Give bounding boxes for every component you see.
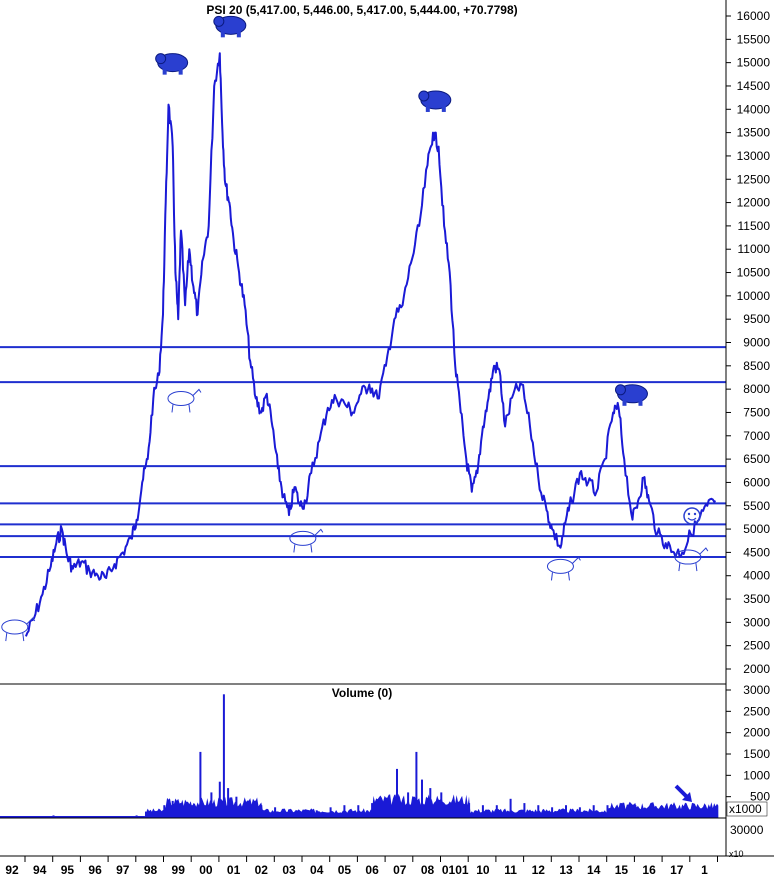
price-y-tick-label: 16000 — [737, 9, 771, 23]
x-tick-label: 0101 — [442, 863, 469, 877]
price-y-tick-label: 14500 — [737, 79, 771, 93]
price-y-tick-label: 7000 — [743, 429, 770, 443]
price-y-tick-label: 11500 — [738, 219, 771, 233]
x-tick-label: 07 — [393, 863, 407, 877]
x-tick-label: 95 — [61, 863, 75, 877]
volume-bar — [592, 805, 595, 818]
volume-area — [144, 793, 719, 818]
down-right-arrow-icon — [674, 784, 692, 802]
price-y-tick-label: 3000 — [743, 615, 770, 629]
bull-icon — [546, 556, 581, 581]
volume-bar — [227, 788, 230, 818]
volume-y-tick-label: 1000 — [743, 768, 770, 782]
price-y-tick-label: 6500 — [743, 452, 770, 466]
smiley-icon — [683, 507, 701, 525]
volume-y-tick-label: 500 — [750, 790, 770, 804]
price-y-tick-label: 13000 — [737, 149, 771, 163]
x-tick-label: 00 — [199, 863, 213, 877]
volume-bar — [396, 768, 398, 818]
price-series — [24, 52, 716, 637]
x-tick-label: 96 — [88, 863, 102, 877]
price-line — [24, 52, 716, 637]
price-y-tick-label: 9500 — [743, 312, 770, 326]
price-y-tick-label: 11000 — [738, 242, 771, 256]
price-y-tick-label: 9000 — [743, 336, 770, 350]
market-cycle-markers — [1, 15, 709, 642]
price-chart-title: PSI 20 (5,417.00, 5,446.00, 5,417.00, 5,… — [206, 3, 517, 17]
bear-icon — [418, 90, 452, 112]
price-y-tick-label: 2500 — [743, 639, 770, 653]
bull-icon — [167, 388, 202, 413]
x-tick-label: 02 — [255, 863, 269, 877]
price-y-tick-label: 8500 — [743, 359, 770, 373]
price-y-tick-label: 10500 — [737, 266, 771, 280]
price-y-tick-label: 5500 — [743, 499, 770, 513]
volume-bar — [415, 751, 418, 818]
bull-icon — [1, 617, 36, 642]
price-y-tick-label: 3500 — [743, 592, 770, 606]
price-y-axis: 16000 15500 15000 14500 14000 13500 13000 12500… — [726, 9, 770, 676]
volume-multiplier-label: x1000 — [729, 802, 762, 816]
x-tick-label: 16 — [642, 863, 656, 877]
x-tick-label: 13 — [559, 863, 573, 877]
volume-bar — [222, 694, 225, 818]
price-y-tick-label: 5000 — [743, 522, 770, 536]
x-tick-label: 98 — [144, 863, 158, 877]
price-y-tick-label: 7500 — [743, 405, 770, 419]
volume-multiplier-box — [726, 801, 768, 817]
x-tick-label: 92 — [5, 863, 19, 877]
volume-bar — [429, 788, 432, 818]
volume-bar — [218, 781, 221, 818]
price-y-tick-label: 10000 — [737, 289, 771, 303]
bull-icon — [289, 528, 324, 553]
support-resistance-lines — [0, 346, 726, 559]
bear-icon — [614, 384, 648, 406]
bull-icon — [674, 547, 709, 572]
x-tick-label: 17 — [670, 863, 684, 877]
volume-bars — [0, 694, 719, 818]
x-axis-ticks: 92 94 95 96 97 98 99 00 01 02 03 04 05 06 07 08 0101 10 11… — [5, 856, 718, 877]
price-y-tick-label: 4500 — [743, 545, 770, 559]
price-y-tick-label: 15000 — [737, 56, 771, 70]
price-y-tick-label: 12000 — [737, 196, 771, 210]
x-tick-label: 12 — [532, 863, 546, 877]
price-y-tick-label: 15500 — [737, 32, 771, 46]
x-tick-label: 94 — [33, 863, 47, 877]
x-tick-label: 05 — [338, 863, 352, 877]
x-tick-label: 06 — [365, 863, 379, 877]
x-tick-label: 03 — [282, 863, 296, 877]
volume-bar — [343, 805, 346, 818]
volume-y-tick-label: 2500 — [743, 704, 770, 718]
price-y-tick-label: 8000 — [743, 382, 770, 396]
price-y-tick-label: 4000 — [743, 569, 770, 583]
price-y-tick-label: 12500 — [737, 172, 771, 186]
volume-lower-tick: 30000 — [730, 823, 764, 837]
volume-y-tick-label: 1500 — [743, 747, 770, 761]
x-tick-label: 1 — [701, 863, 708, 877]
price-y-tick-label: 6000 — [743, 475, 770, 489]
bear-icon — [213, 15, 247, 38]
volume-y-tick-label: 2000 — [743, 726, 770, 740]
bear-icon — [155, 53, 189, 75]
price-y-tick-label: 14000 — [737, 102, 771, 116]
volume-bar — [509, 798, 512, 818]
volume-chart-title: Volume (0) — [332, 686, 392, 700]
x-tick-label: 14 — [587, 863, 601, 877]
price-y-tick-label: 13500 — [737, 126, 771, 140]
volume-y-tick-label: 3000 — [743, 683, 770, 697]
x-tick-label: 08 — [421, 863, 435, 877]
volume-y-axis: 3000 2500 2000 1500 1000 500 — [726, 683, 770, 804]
x-tick-label: 97 — [116, 863, 130, 877]
x-tick-label: 01 — [227, 863, 241, 877]
price-y-tick-label: 2000 — [743, 662, 770, 676]
x-tick-label: 15 — [615, 863, 629, 877]
volume-lower-multiplier: x10 — [729, 849, 744, 859]
x-tick-label: 11 — [504, 863, 517, 877]
volume-bar — [199, 751, 202, 818]
x-tick-label: 10 — [476, 863, 490, 877]
x-tick-label: 04 — [310, 863, 324, 877]
x-tick-label: 99 — [172, 863, 186, 877]
